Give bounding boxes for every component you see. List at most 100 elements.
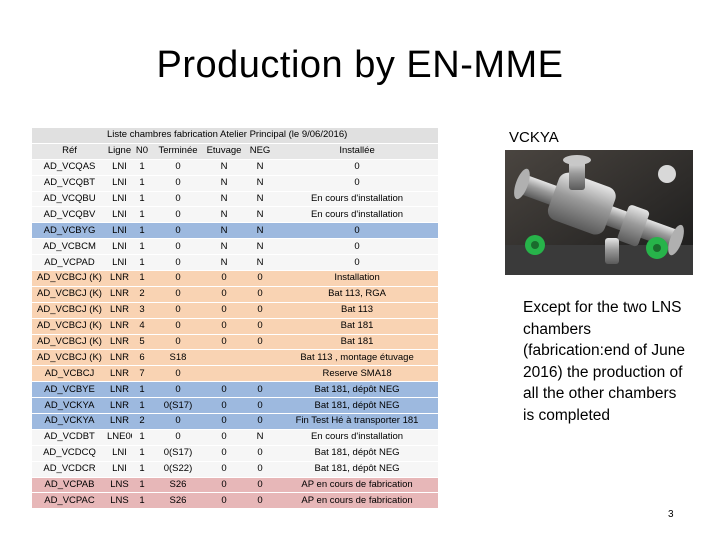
cell-neg: 0 [244,270,276,287]
cell-terminee: 0 [152,222,204,240]
cell-terminee: 0 [152,302,204,319]
cell-ligne: LNR [107,349,132,367]
cell-neg: N [244,429,276,446]
chamber-production-table: Liste chambres fabrication Atelier Princ… [32,128,439,510]
table-row: AD_VCQBU LNI 1 0 N N En cours d'installation [32,191,439,208]
cell-ligne: LNI [107,206,132,224]
table-row: AD_VCDCR LNI 1 0(S22) 0 0 Bat 181, dépôt NEG [32,461,439,478]
cell-neg: N [244,238,276,256]
cell-ligne: LNR [107,318,132,335]
cell-ligne: LNI [107,222,132,240]
cell-ref: AD_VCBCM [32,238,107,256]
table-row: AD_VCKYA LNR 2 0 0 0 Fin Test Hé à transporter… [32,413,439,430]
cell-terminee: 0 [152,365,204,383]
cell-neg: 0 [244,318,276,335]
cell-ref: AD_VCKYA [32,413,107,430]
cell-installee: Bat 181, dépôt NEG [276,397,439,415]
cell-terminee: 0 [152,191,204,208]
cell-ligne: LNR [107,270,132,287]
cell-etuvage: N [204,222,244,240]
cell-installee: En cours d'installation [276,429,439,446]
cell-etuvage: N [204,159,244,176]
cell-n0: 1 [132,445,152,462]
cell-ref: AD_VCBCJ (K) [32,334,107,351]
cell-ref: AD_VCBCJ (K) [32,349,107,367]
cell-etuvage: 0 [204,477,244,494]
cell-ref: AD_VCPAC [32,492,107,510]
cell-installee: 0 [276,254,439,272]
cell-etuvage: N [204,191,244,208]
cell-neg: N [244,159,276,176]
cell-installee: Bat 181, dépôt NEG [276,461,439,478]
cell-etuvage: 0 [204,413,244,430]
cell-terminee: 0 [152,334,204,351]
cell-neg [244,349,276,367]
cell-installee: Fin Test Hé à transporter 181 [276,413,439,430]
cell-terminee: 0 [152,175,204,192]
cell-ligne: LNR [107,397,132,415]
cell-terminee: 0 [152,429,204,446]
cell-neg: 0 [244,492,276,510]
cell-etuvage: 0 [204,286,244,303]
cell-installee: Bat 113 , montage étuvage [276,349,439,367]
cell-neg: 0 [244,381,276,399]
table-row: AD_VCBCJ (K) LNR 2 0 0 0 Bat 113, RGA [32,286,439,303]
cell-ref: AD_VCDBT [32,429,107,446]
cell-installee: 0 [276,238,439,256]
cell-n0: 1 [132,270,152,287]
cell-neg: 0 [244,413,276,430]
cell-ligne: LNI [107,238,132,256]
table-row: AD_VCKYA LNR 1 0(S17) 0 0 Bat 181, dépôt NEG [32,397,439,415]
cell-terminee: 0 [152,381,204,399]
vacuum-chamber-photo [505,150,693,275]
cell-etuvage: N [204,238,244,256]
cell-ligne: LNR [107,302,132,319]
cell-etuvage: N [204,206,244,224]
cell-ref: AD_VCBCJ (K) [32,286,107,303]
cell-etuvage: 0 [204,381,244,399]
cell-terminee: S26 [152,492,204,510]
cell-ligne: LNR [107,413,132,430]
table-caption-row: Liste chambres fabrication Atelier Princ… [32,128,439,144]
table-row: AD_VCQBV LNI 1 0 N N En cours d'installation [32,206,439,224]
header-ref: Réf [32,143,107,160]
cell-ligne: LNI [107,445,132,462]
cell-n0: 1 [132,206,152,224]
header-terminee: Terminée [152,143,204,160]
cell-installee: En cours d'installation [276,191,439,208]
cell-ligne: LNE00 [107,429,132,446]
cell-ref: AD_VCPAD [32,254,107,272]
cell-n0: 1 [132,191,152,208]
cell-n0: 1 [132,254,152,272]
cell-n0: 3 [132,302,152,319]
cell-etuvage: 0 [204,302,244,319]
cell-n0: 1 [132,222,152,240]
cell-installee: 0 [276,175,439,192]
cell-n0: 2 [132,286,152,303]
table-row: AD_VCQAS LNI 1 0 N N 0 [32,159,439,176]
cell-ligne: LNR [107,334,132,351]
cell-neg: 0 [244,302,276,319]
table-row: AD_VCBCM LNI 1 0 N N 0 [32,238,439,256]
table-row: AD_VCPAB LNS 1 S26 0 0 AP en cours de fabricat… [32,477,439,494]
cell-ligne: LNI [107,159,132,176]
cell-installee: 0 [276,159,439,176]
cell-installee: Reserve SMA18 [276,365,439,383]
cell-ref: AD_VCDCR [32,461,107,478]
cell-etuvage: 0 [204,429,244,446]
cell-neg: 0 [244,334,276,351]
cell-n0: 5 [132,334,152,351]
cell-n0: 2 [132,413,152,430]
cell-ref: AD_VCBCJ (K) [32,302,107,319]
table-row: AD_VCPAC LNS 1 S26 0 0 AP en cours de fabricat… [32,492,439,510]
cell-neg [244,365,276,383]
cell-etuvage: 0 [204,397,244,415]
table-row: AD_VCBCJ (K) LNR 6 S18 Bat 113 , montage étu… [32,349,439,367]
cell-n0: 1 [132,238,152,256]
cell-neg: 0 [244,461,276,478]
cell-neg: N [244,191,276,208]
table-row: AD_VCQBT LNI 1 0 N N 0 [32,175,439,192]
cell-ref: AD_VCKYA [32,397,107,415]
cell-ref: AD_VCBCJ (K) [32,318,107,335]
cell-terminee: 0(S22) [152,461,204,478]
